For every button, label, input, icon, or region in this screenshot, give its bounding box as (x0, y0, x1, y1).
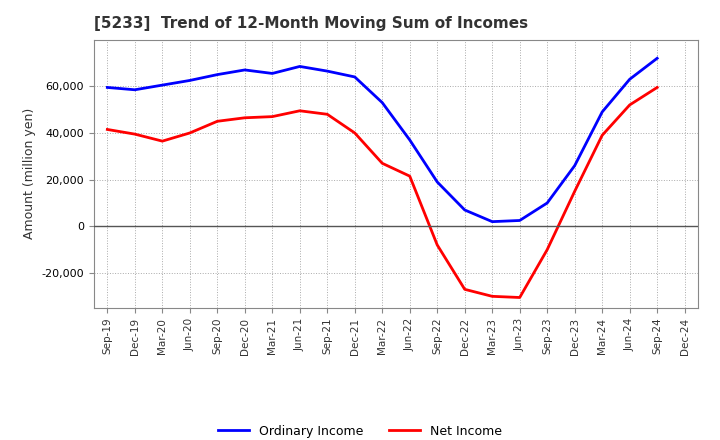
Net Income (103, 127, 112, 132)
Ordinary Income (130, 87, 139, 92)
Net Income (460, 287, 469, 292)
Net Income (598, 132, 606, 138)
Legend: Ordinary Income, Net Income: Ordinary Income, Net Income (213, 420, 507, 440)
Line: Ordinary Income: Ordinary Income (107, 58, 657, 222)
Net Income (158, 139, 166, 144)
Ordinary Income (460, 207, 469, 213)
Net Income (213, 119, 222, 124)
Net Income (543, 247, 552, 252)
Ordinary Income (213, 72, 222, 77)
Text: [5233]  Trend of 12-Month Moving Sum of Incomes: [5233] Trend of 12-Month Moving Sum of I… (94, 16, 528, 32)
Net Income (516, 295, 524, 300)
Net Income (570, 189, 579, 194)
Net Income (378, 161, 387, 166)
Ordinary Income (378, 100, 387, 105)
Net Income (626, 103, 634, 108)
Ordinary Income (516, 218, 524, 223)
Ordinary Income (598, 109, 606, 114)
Net Income (653, 85, 662, 90)
Ordinary Income (570, 163, 579, 168)
Ordinary Income (186, 78, 194, 83)
Net Income (130, 132, 139, 137)
Ordinary Income (103, 85, 112, 90)
Ordinary Income (488, 219, 497, 224)
Net Income (405, 173, 414, 179)
Net Income (268, 114, 276, 119)
Ordinary Income (543, 200, 552, 205)
Ordinary Income (653, 55, 662, 61)
Net Income (186, 130, 194, 136)
Ordinary Income (295, 64, 304, 69)
Y-axis label: Amount (million yen): Amount (million yen) (23, 108, 36, 239)
Net Income (323, 112, 332, 117)
Net Income (488, 293, 497, 299)
Net Income (295, 108, 304, 114)
Ordinary Income (240, 67, 249, 73)
Net Income (240, 115, 249, 121)
Ordinary Income (158, 82, 166, 88)
Ordinary Income (433, 180, 441, 185)
Net Income (433, 242, 441, 248)
Net Income (351, 130, 359, 136)
Line: Net Income: Net Income (107, 88, 657, 297)
Ordinary Income (405, 137, 414, 143)
Ordinary Income (268, 71, 276, 76)
Ordinary Income (626, 77, 634, 82)
Ordinary Income (351, 74, 359, 80)
Ordinary Income (323, 69, 332, 74)
